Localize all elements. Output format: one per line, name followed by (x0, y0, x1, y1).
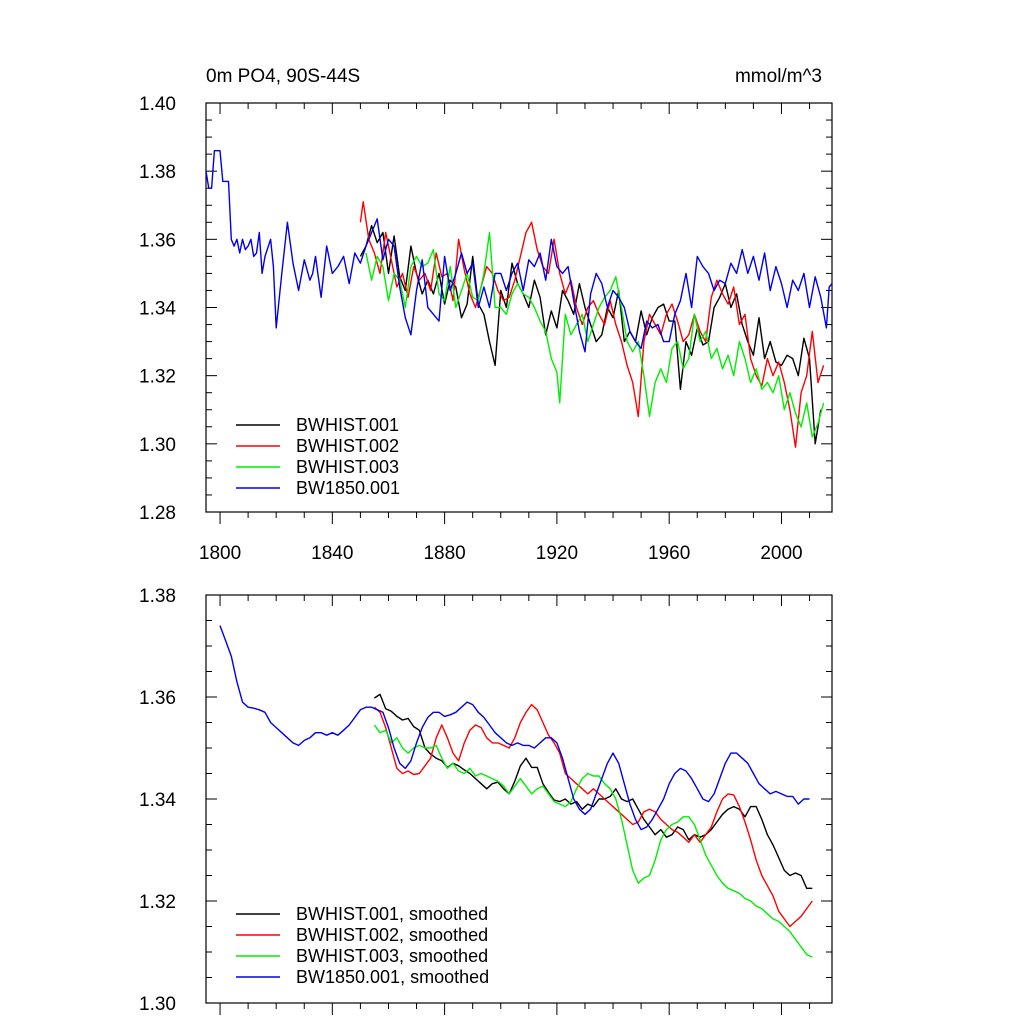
x-tick-label: 1960 (648, 543, 690, 564)
x-tick-label: 2000 (760, 543, 802, 564)
series-lines (219, 625, 813, 958)
series-line-4 (206, 150, 832, 353)
legend-label-2: BWHIST.002, smoothed (296, 925, 488, 945)
y-tick-label: 1.32 (139, 892, 176, 913)
x-tick-label: 1920 (536, 543, 578, 564)
series-line-3 (365, 231, 825, 438)
legend-label-2: BWHIST.002 (296, 436, 399, 456)
series-line-2 (373, 703, 813, 928)
legend-label-1: BWHIST.001, smoothed (296, 904, 488, 924)
panel-2: 1.30 1.32 1.34 1.36 1.38 BWHIST.001, smoothed… (139, 586, 833, 1015)
y-tick-label: 1.28 (139, 503, 176, 524)
y-tick-label: 1.38 (139, 162, 176, 183)
chart-title-right: mmol/m^3 (735, 66, 822, 87)
y-tick-label: 1.32 (139, 367, 176, 388)
chart-title-left: 0m PO4, 90S-44S (206, 66, 360, 87)
x-tick-label: 1840 (311, 543, 353, 564)
y-tick-label: 1.36 (139, 230, 176, 251)
legend-label-4: BW1850.001, smoothed (296, 967, 489, 987)
legend-label-1: BWHIST.001 (296, 415, 399, 435)
y-tick-label: 1.30 (139, 435, 176, 456)
series-line-1 (374, 693, 813, 889)
series-line-2 (359, 201, 825, 448)
panel-1: 1.28 1.30 1.32 1.34 1.36 1.38 1.40 1800 1840 1880… (139, 66, 833, 564)
legend-label-3: BWHIST.003 (296, 457, 399, 477)
series-line-4 (219, 625, 810, 831)
legend-label-3: BWHIST.003, smoothed (296, 946, 488, 966)
x-tick-label: 1800 (199, 543, 241, 564)
y-tick-label: 1.40 (139, 94, 176, 115)
legend-label-4: BW1850.001 (296, 478, 400, 498)
x-tick-label: 1880 (423, 543, 465, 564)
y-tick-label: 1.36 (139, 688, 176, 709)
y-tick-label: 1.38 (139, 586, 176, 607)
y-tick-label: 1.34 (139, 790, 176, 811)
y-tick-label: 1.34 (139, 299, 176, 320)
series-lines (206, 150, 832, 448)
y-tick-label: 1.30 (139, 994, 176, 1015)
series-line-3 (373, 724, 813, 958)
